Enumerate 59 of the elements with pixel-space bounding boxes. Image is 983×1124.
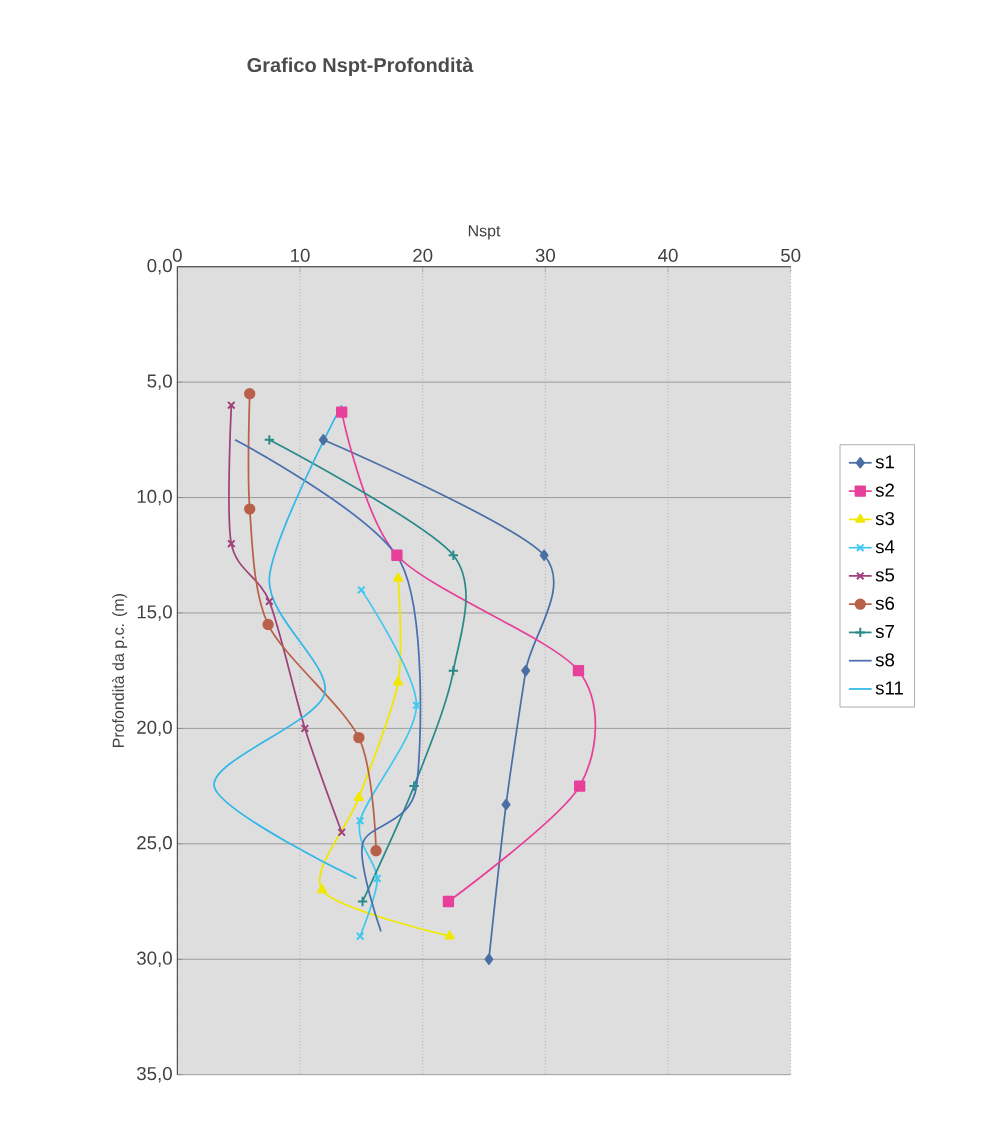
point — [391, 549, 403, 561]
chart-title: Grafico Nspt-Profondità — [247, 57, 474, 77]
legend-label: s4 — [875, 540, 895, 554]
x-tick-label: 20 — [413, 248, 433, 262]
point — [353, 731, 365, 744]
point — [444, 930, 455, 940]
y-tick-label: 25,0 — [137, 836, 173, 852]
x-tick-label: 40 — [658, 248, 678, 262]
point — [300, 724, 310, 733]
point — [393, 572, 404, 582]
point — [408, 780, 420, 792]
point — [521, 665, 531, 677]
legend-label: s11 — [875, 681, 904, 695]
x-tick-label: 0 — [173, 248, 182, 262]
legend-label: s1 — [875, 455, 895, 469]
y-tick-label: 35,0 — [137, 1066, 173, 1083]
point — [227, 400, 236, 410]
legend-label: s2 — [875, 483, 895, 497]
y-axis-title: Profondità da p.c. (m) — [112, 594, 128, 748]
point — [354, 791, 365, 801]
point — [265, 597, 274, 606]
legend-label: s6 — [875, 596, 895, 610]
x-tick-label: 30 — [535, 248, 556, 262]
point — [442, 895, 455, 908]
legend-label: s7 — [875, 625, 895, 639]
point — [572, 665, 585, 677]
point — [574, 780, 586, 792]
y-tick-label: 20,0 — [137, 720, 173, 737]
x-axis-title: Nspt — [469, 225, 501, 240]
point — [244, 503, 256, 515]
legend-label: s3 — [875, 511, 895, 526]
y-tick-label: 10,0 — [137, 489, 173, 506]
point — [244, 387, 256, 400]
point — [501, 798, 511, 811]
point — [393, 676, 404, 686]
point — [337, 827, 347, 837]
point — [262, 618, 274, 631]
point — [412, 701, 421, 710]
point — [357, 585, 366, 595]
y-tick-label: 5,0 — [147, 374, 173, 390]
point — [336, 406, 348, 418]
point — [484, 953, 494, 965]
legend-label: s8 — [875, 653, 895, 667]
point — [370, 845, 382, 857]
x-tick-label: 10 — [291, 248, 310, 262]
y-tick-label: 0,0 — [147, 258, 173, 275]
point — [318, 434, 328, 446]
x-tick-label: 50 — [781, 248, 801, 262]
y-tick-label: 30,0 — [137, 951, 173, 967]
point — [357, 895, 369, 908]
line-series — [213, 404, 358, 880]
point — [539, 549, 549, 561]
point — [373, 874, 382, 883]
point — [355, 931, 365, 941]
point — [227, 539, 236, 549]
point — [317, 884, 328, 894]
y-tick-label: 15,0 — [137, 605, 173, 621]
point — [355, 816, 365, 826]
legend-label: s5 — [875, 568, 895, 582]
